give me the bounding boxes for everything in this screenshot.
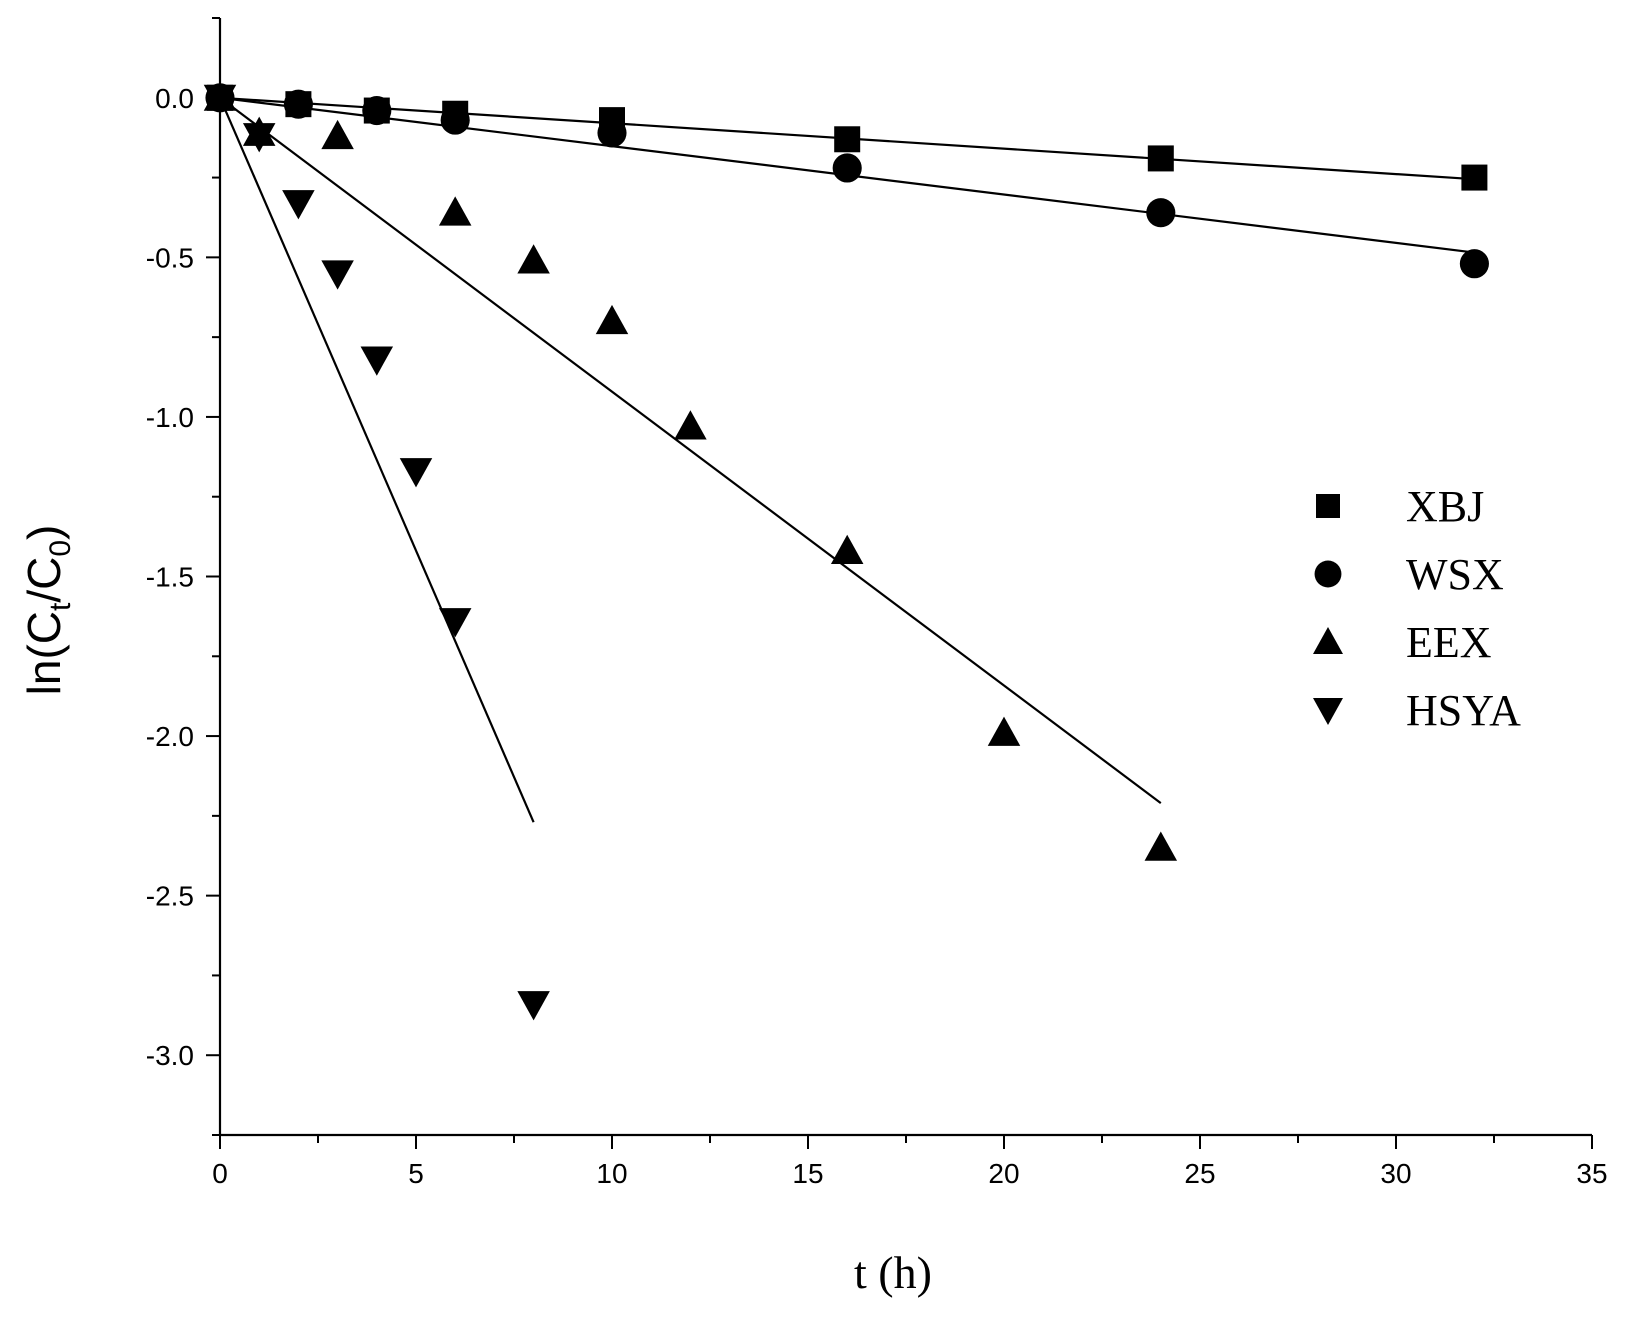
series-hsya — [203, 84, 550, 1021]
data-point-hsya — [399, 458, 433, 488]
y-tick-label: -1.0 — [146, 402, 194, 433]
legend-item-hsya: HSYA — [1313, 686, 1521, 735]
x-tick-label: 0 — [212, 1158, 228, 1189]
x-tick-label: 35 — [1576, 1158, 1607, 1189]
data-point-eex — [830, 534, 864, 564]
data-point-wsx — [1146, 198, 1176, 228]
y-tick-label: -2.0 — [146, 721, 194, 752]
series-eex — [203, 81, 1178, 861]
x-tick-label: 15 — [792, 1158, 823, 1189]
data-point-hsya — [321, 260, 354, 290]
data-point-eex — [595, 304, 629, 335]
legend-marker-eex — [1313, 627, 1343, 654]
legend: XBJ WSX EEX HSYA — [1313, 482, 1521, 735]
data-point-hsya — [282, 190, 315, 220]
data-point-wsx — [283, 89, 313, 119]
y-axis-title-mid: /C — [18, 557, 70, 603]
data-point-xbj — [1461, 164, 1488, 191]
y-axis-title-sub1: t — [44, 602, 77, 611]
data-point-wsx — [832, 153, 862, 183]
data-point-hsya — [517, 991, 550, 1021]
data-point-xbj — [1147, 145, 1174, 172]
y-tick-label: -0.5 — [146, 242, 194, 273]
legend-label-wsx: WSX — [1406, 550, 1504, 599]
data-point-hsya — [242, 123, 276, 153]
legend-marker-hsya — [1313, 698, 1343, 725]
x-tick-label: 10 — [596, 1158, 627, 1189]
y-tick-label: -3.0 — [146, 1040, 194, 1071]
y-axis-title-prefix: ln(C — [18, 611, 70, 695]
data-point-wsx — [597, 118, 627, 148]
fit-line-eex — [219, 96, 1162, 804]
x-tick-label: 30 — [1380, 1158, 1411, 1189]
legend-item-xbj: XBJ — [1316, 482, 1484, 531]
data-point-eex — [1144, 831, 1178, 861]
legend-item-eex: EEX — [1313, 618, 1492, 667]
data-point-hsya — [360, 346, 394, 376]
y-tick-label: -1.5 — [146, 562, 194, 593]
legend-label-hsya: HSYA — [1406, 686, 1521, 735]
data-point-eex — [987, 716, 1021, 746]
y-axis-title-sub2: 0 — [44, 540, 77, 557]
data-point-wsx — [362, 95, 392, 126]
data-point-eex — [674, 410, 707, 440]
legend-label-eex: EEX — [1406, 618, 1492, 667]
y-axis-title-suffix: ) — [18, 525, 70, 540]
data-point-xbj — [834, 126, 861, 153]
data-point-wsx — [1459, 249, 1489, 279]
x-tick-label: 25 — [1184, 1158, 1215, 1189]
legend-label-xbj: XBJ — [1406, 482, 1484, 531]
data-point-wsx — [440, 105, 470, 135]
axes: 0 5 10 15 20 25 30 35 0.0 -0.5 -1.0 -1.5 -2.0 -2.5 -3.… — [146, 17, 1608, 1189]
data-point-eex — [517, 244, 550, 274]
fit-line-hsya — [218, 97, 535, 823]
data-point-eex — [438, 196, 472, 226]
legend-item-wsx: WSX — [1314, 550, 1504, 599]
x-tick-label: 20 — [988, 1158, 1019, 1189]
legend-marker-wsx — [1314, 560, 1342, 588]
x-tick-label: 5 — [408, 1158, 424, 1189]
plot-area — [203, 81, 1489, 1021]
y-axis-title: ln(Ct/C0) — [18, 525, 77, 696]
x-axis-title: t (h) — [854, 1247, 932, 1298]
y-tick-label: -2.5 — [146, 881, 194, 912]
y-tick-label: 0.0 — [155, 83, 194, 114]
data-point-eex — [321, 119, 354, 150]
data-point-hsya — [438, 608, 472, 638]
legend-marker-xbj — [1316, 494, 1340, 518]
